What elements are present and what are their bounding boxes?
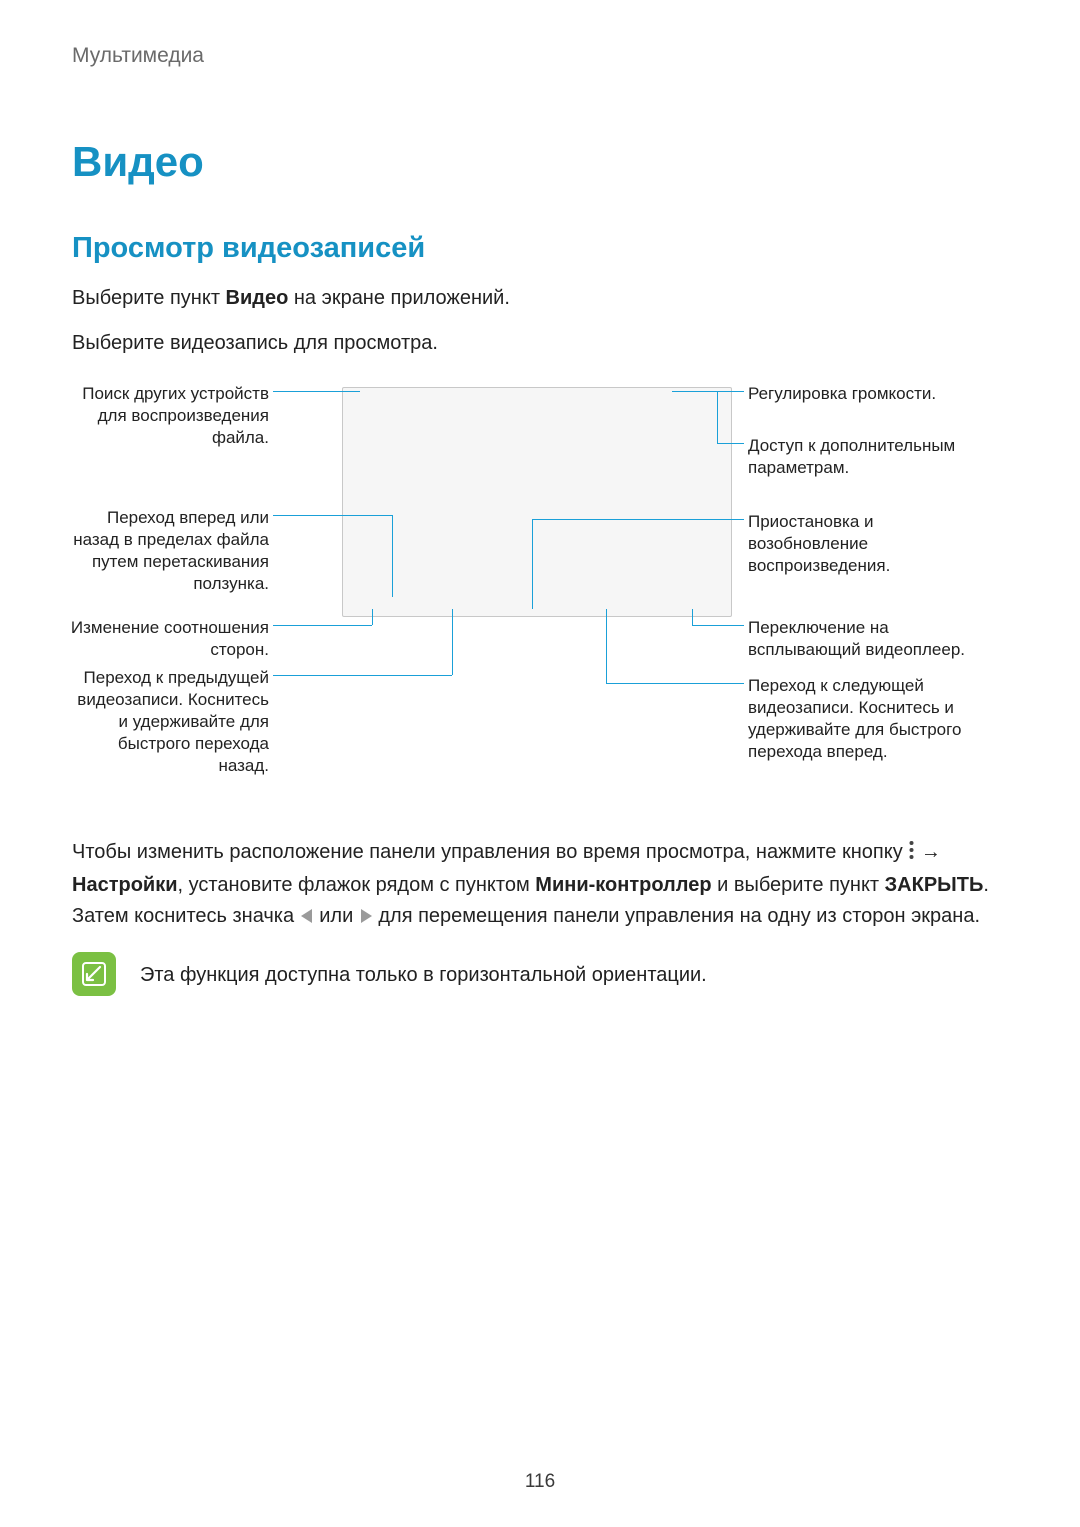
p3-3b: или — [314, 905, 359, 927]
callout-line — [672, 391, 744, 392]
callout-line — [372, 609, 373, 625]
callout-line — [273, 391, 360, 392]
callout-line — [717, 443, 744, 444]
diagram-callout-left: Переход вперед или назад в пределах файл… — [69, 507, 269, 595]
callout-line — [452, 609, 453, 675]
diagram-callout-left: Переход к предыдущей видеозаписи. Коснит… — [69, 667, 269, 777]
note-row: Эта функция доступна только в горизонтал… — [72, 952, 1008, 996]
callout-line — [532, 519, 533, 609]
p3-3c: для перемещения панели управления на одн… — [373, 905, 980, 927]
diagram-callout-right: Переключение на всплывающий видеоплеер. — [748, 617, 978, 661]
heading-playback: Просмотр видеозаписей — [72, 232, 1008, 265]
callout-line — [273, 625, 372, 626]
video-screen-rect — [342, 387, 732, 617]
callout-line — [692, 609, 693, 625]
page-number: 116 — [0, 1471, 1080, 1493]
breadcrumb: Мультимедиа — [72, 44, 1008, 68]
note-text: Эта функция доступна только в горизонтал… — [140, 952, 707, 990]
triangle-left-icon — [300, 903, 314, 934]
p1-post: на экране приложений. — [288, 287, 510, 309]
callout-line — [606, 683, 744, 684]
callout-line — [273, 675, 452, 676]
diagram-callout-right: Доступ к дополнительным параметрам. — [748, 435, 978, 479]
callout-line — [717, 391, 718, 443]
video-player-diagram: Поиск других устройств для воспроизведен… — [72, 377, 1012, 807]
paragraph-3: Чтобы изменить расположение панели управ… — [72, 837, 1008, 934]
callout-line — [606, 609, 607, 683]
p3-close: ЗАКРЫТЬ — [885, 874, 984, 896]
p3-2b: , установите флажок рядом с пунктом — [178, 874, 536, 896]
heading-video: Видео — [72, 138, 1008, 186]
paragraph-1: Выберите пункт Видео на экране приложени… — [72, 283, 1008, 314]
p3-minicontroller: Мини-контроллер — [535, 874, 711, 896]
p3-2d: и выберите пункт — [712, 874, 885, 896]
diagram-callout-left: Поиск других устройств для воспроизведен… — [69, 383, 269, 449]
p3-settings: Настройки — [72, 874, 178, 896]
diagram-callout-right: Переход к следующей видеозаписи. Косните… — [748, 675, 978, 763]
diagram-callout-right: Регулировка громкости. — [748, 383, 978, 405]
p1-bold: Видео — [226, 287, 289, 309]
p3-1: Чтобы изменить расположение панели управ… — [72, 841, 908, 863]
callout-line — [273, 515, 392, 516]
note-icon — [72, 952, 116, 996]
p3-3a: Затем коснитесь значка — [72, 905, 300, 927]
diagram-callout-left: Изменение соотношения сторон. — [69, 617, 269, 661]
triangle-right-icon — [359, 903, 373, 934]
callout-line — [532, 519, 744, 520]
diagram-callout-right: Приостановка и возобновление воспроизвед… — [748, 511, 978, 577]
p1-pre: Выберите пункт — [72, 287, 226, 309]
callout-line — [692, 625, 744, 626]
p3-arrow: → — [915, 841, 941, 863]
p3-2f: . — [983, 874, 989, 896]
callout-line — [392, 515, 393, 597]
paragraph-2: Выберите видеозапись для просмотра. — [72, 328, 1008, 359]
